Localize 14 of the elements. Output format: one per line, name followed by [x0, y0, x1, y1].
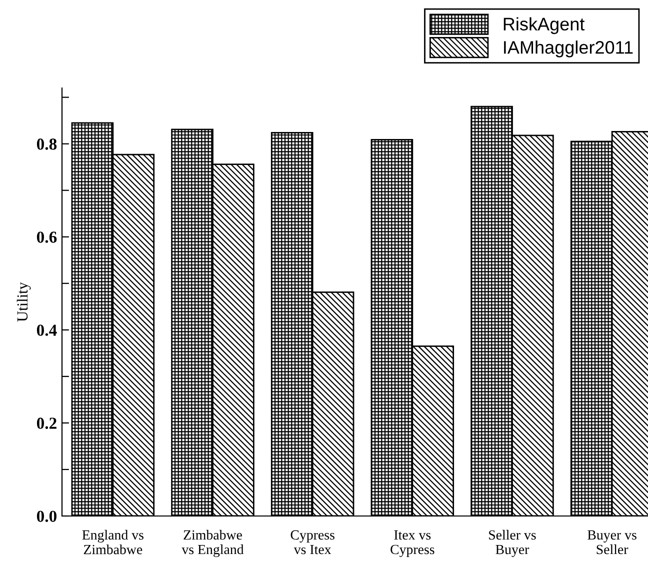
x-tick-label: Zimbabwe vs England	[182, 530, 244, 558]
x-tick-label: Seller vs Buyer	[489, 530, 536, 558]
y-axis-title: Utility	[16, 282, 31, 322]
y-tick-label: 0.0	[36, 510, 57, 522]
legend-label: RiskAgent	[504, 17, 585, 34]
x-tick-label: Itex vs Cypress	[390, 530, 434, 558]
y-tick-label: 0.8	[36, 138, 57, 150]
y-tick-label: 0.6	[36, 232, 57, 243]
x-tick-label: England vs Zimbabwe	[82, 530, 144, 554]
y-tick-label: 0.2	[36, 418, 56, 429]
y-tick-label: 0.4	[36, 324, 57, 336]
x-tick-label: Buyer vs Seller	[588, 530, 636, 554]
legend-label: IAMhaggler2011	[504, 40, 633, 58]
x-tick-label: Cypress vs Itex	[290, 530, 334, 554]
